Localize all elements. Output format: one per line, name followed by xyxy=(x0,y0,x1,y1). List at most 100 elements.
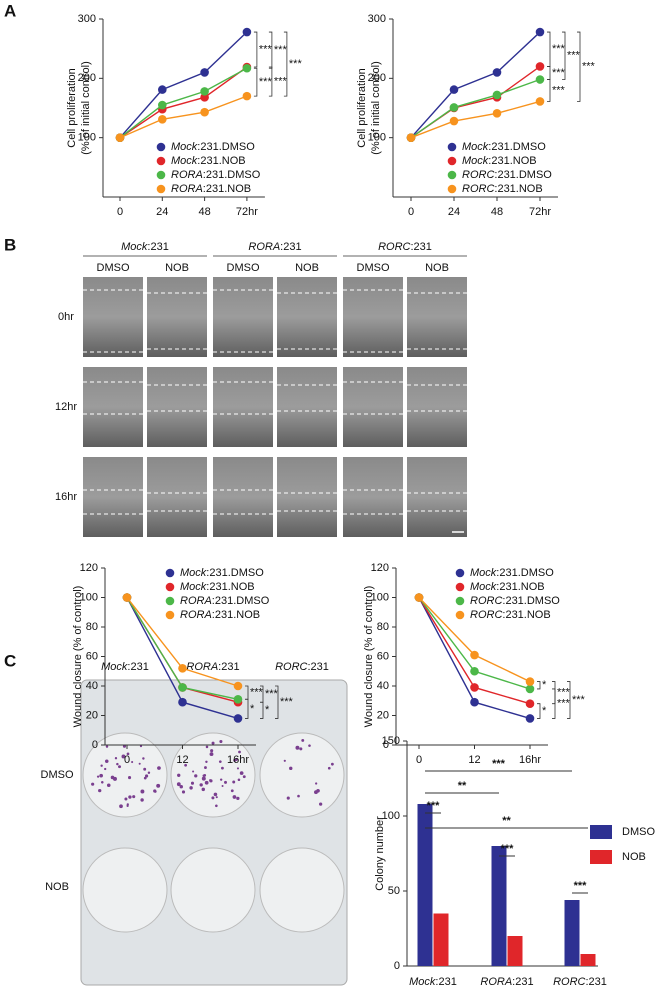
colony xyxy=(299,747,303,751)
plate-row-label: DMSO xyxy=(41,769,74,781)
colony-plate xyxy=(80,679,348,986)
significance-label: * xyxy=(265,704,270,716)
legend-swatch xyxy=(455,582,465,592)
time-label: 16hr xyxy=(55,491,77,503)
colony xyxy=(201,787,206,792)
colony xyxy=(241,772,244,775)
colony xyxy=(128,776,132,780)
significance-label: *** xyxy=(567,50,581,62)
y-tick-label: 150 xyxy=(382,735,400,747)
legend-label: RORA:231.DMSO xyxy=(180,595,270,607)
y-axis-label: Colony number xyxy=(374,816,386,891)
colony xyxy=(114,757,118,760)
group-label: RORC:231 xyxy=(378,241,432,253)
treatment-label: DMSO xyxy=(227,262,260,274)
significance-bracket xyxy=(253,67,258,97)
colony xyxy=(297,794,300,798)
colony xyxy=(100,764,103,767)
colony xyxy=(327,766,331,770)
data-point xyxy=(492,109,502,118)
colony xyxy=(301,738,305,742)
data-point xyxy=(470,683,479,692)
y-axis-label: Wound closure (% of control) xyxy=(72,586,84,728)
colony xyxy=(232,780,236,784)
legend-swatch xyxy=(156,142,166,152)
colony xyxy=(140,789,145,794)
significance-label: *** xyxy=(552,67,566,79)
data-point xyxy=(470,697,479,707)
wound-image xyxy=(277,367,337,447)
significance-bracket xyxy=(547,31,551,67)
x-tick-label: 16hr xyxy=(519,754,541,766)
significance-bracket xyxy=(283,31,288,97)
data-point xyxy=(178,664,187,673)
wound-image xyxy=(407,367,467,447)
legend-swatch xyxy=(455,568,465,578)
data-point xyxy=(414,593,424,602)
significance-label: *** xyxy=(274,76,288,88)
x-tick-label: 16hr xyxy=(227,754,249,766)
significance-bracket xyxy=(562,31,566,80)
data-point xyxy=(525,714,535,723)
colony xyxy=(99,773,103,778)
colony xyxy=(156,783,161,788)
colony xyxy=(143,767,147,771)
colony xyxy=(101,781,104,784)
legend-swatch xyxy=(447,170,457,180)
y-tick-label: 60 xyxy=(86,650,98,662)
legend-label: RORA:231.NOB xyxy=(180,609,260,621)
colony xyxy=(118,765,122,769)
treatment-label: NOB xyxy=(425,262,449,274)
x-tick-label: 72hr xyxy=(529,206,551,218)
significance-bracket xyxy=(253,31,258,68)
colony xyxy=(210,749,214,753)
data-point xyxy=(525,677,535,686)
wound-image xyxy=(407,277,467,357)
colony xyxy=(98,788,102,793)
data-point xyxy=(242,27,252,37)
colony xyxy=(238,750,241,754)
wound-image xyxy=(277,457,337,537)
bar xyxy=(433,913,449,966)
plate-row-label: NOB xyxy=(45,881,69,893)
bar xyxy=(491,846,507,966)
colony xyxy=(104,767,107,771)
group-label: Mock:231 xyxy=(121,241,169,253)
x-tick-label: 0 xyxy=(117,206,123,218)
data-point xyxy=(200,68,209,77)
x-tick-label: 24 xyxy=(448,206,460,218)
series-line xyxy=(410,100,541,139)
colony xyxy=(221,766,224,770)
series-line xyxy=(410,78,541,139)
legend-label: Mock:231.NOB xyxy=(470,581,545,593)
significance-label: * xyxy=(542,705,547,717)
colony xyxy=(236,796,240,801)
legend-swatch xyxy=(455,610,465,620)
colony xyxy=(242,775,246,779)
y-tick-label: 120 xyxy=(80,562,98,574)
group-label: RORA:231 xyxy=(248,241,301,253)
treatment-label: DMSO xyxy=(357,262,390,274)
colony xyxy=(209,752,214,757)
legend-label: RORA:231.DMSO xyxy=(171,169,261,181)
y-tick-label: 80 xyxy=(86,621,98,633)
significance-bracket xyxy=(577,31,581,102)
significance-label: * xyxy=(250,703,255,715)
series-line xyxy=(119,31,248,139)
colony xyxy=(132,795,136,799)
series-line xyxy=(119,95,248,139)
colony xyxy=(126,804,129,808)
wound-image xyxy=(277,277,337,357)
y-axis-label: Cell proliferation xyxy=(356,68,368,147)
significance-label: ** xyxy=(502,815,511,827)
significance-label: *** xyxy=(427,800,441,812)
data-point xyxy=(158,114,167,124)
data-point xyxy=(233,694,243,704)
colony xyxy=(314,790,318,795)
legend-label: RORC:231.DMSO xyxy=(470,595,560,607)
series-line xyxy=(119,66,248,139)
significance-label: *** xyxy=(274,44,288,56)
colony xyxy=(105,759,109,764)
panel-label: B xyxy=(4,235,16,254)
